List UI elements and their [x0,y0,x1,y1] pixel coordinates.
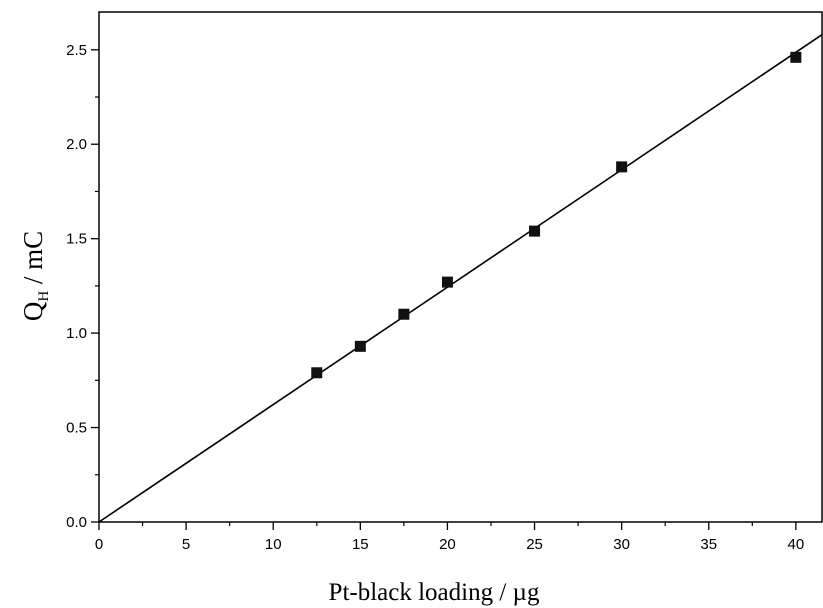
x-tick-label: 30 [613,536,630,553]
y-tick-label: 0.5 [66,420,87,437]
x-tick-label: 35 [700,536,717,553]
data-point [790,51,802,63]
y-axis-ticks [91,49,99,523]
x-tick-label: 10 [265,536,282,553]
plot-border [98,11,823,523]
data-point [354,340,366,352]
x-tick-label: 0 [95,536,103,553]
data-point [441,276,453,288]
data-points [311,51,802,379]
y-axis-tick-labels: 0.0 0.5 1.0 1.5 2.0 2.5 [66,42,87,531]
y-axis-label-unit: / mC [18,231,48,291]
y-tick-label: 2.5 [66,42,87,59]
data-point [616,161,628,173]
fit-line-layer [98,34,823,523]
x-tick-label: 40 [788,536,805,553]
y-tick-label: 1.5 [66,231,87,248]
plot-frame [98,11,823,523]
data-point [529,225,541,237]
x-tick-label: 25 [526,536,543,553]
x-axis-label: Pt-black loading / µg [329,579,540,606]
x-axis-ticks [98,522,797,530]
y-axis-label-main: Q [18,301,48,321]
y-axis-label: QH / mC [18,231,52,321]
data-point [311,367,323,379]
x-tick-label: 5 [182,536,190,553]
y-axis-label-subscript: H [36,291,52,302]
y-tick-label: 1.0 [66,325,87,342]
x-tick-label: 20 [439,536,456,553]
data-point [398,308,410,320]
y-tick-label: 2.0 [66,136,87,153]
x-axis-tick-labels: 0 5 10 15 20 25 30 35 40 [95,536,804,553]
fit-line [98,34,823,523]
y-tick-label: 0.0 [66,514,87,531]
x-tick-label: 15 [352,536,369,553]
